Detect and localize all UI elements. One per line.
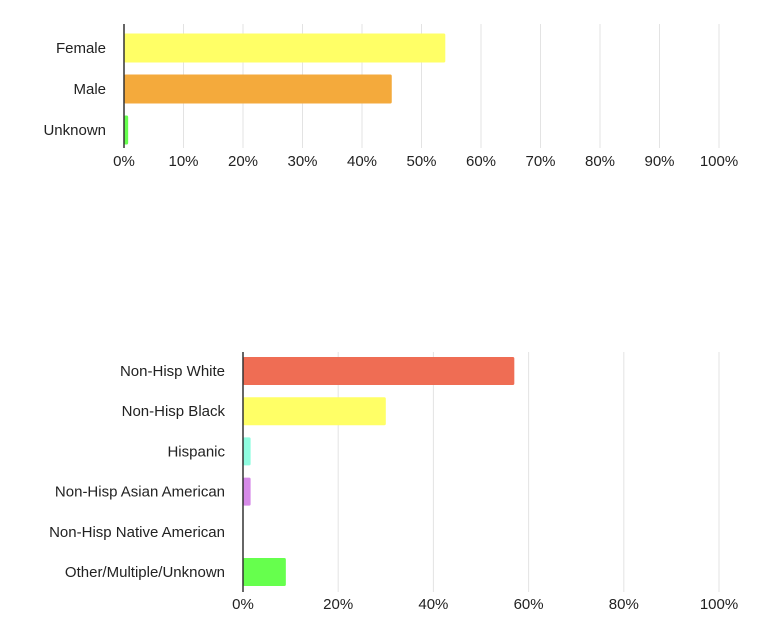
x-tick-label: 80% [609, 596, 639, 613]
x-tick-label: 0% [113, 153, 135, 170]
x-tick-label: 40% [347, 153, 377, 170]
category-label: Non-Hisp Native American [49, 524, 225, 541]
category-label: Non-Hisp White [120, 363, 225, 380]
bar [124, 74, 392, 104]
chart-2: Non-Hisp White Non-Hisp Black Hispanic Non-… [49, 352, 738, 613]
x-tick-label: 10% [168, 153, 198, 170]
category-label: Non-Hisp Asian American [55, 484, 225, 501]
x-tick-label: 100% [700, 153, 738, 170]
x-tick-label: 30% [287, 153, 317, 170]
x-tick-label: 20% [323, 596, 353, 613]
x-tick-label: 90% [644, 153, 674, 170]
bar [243, 558, 286, 586]
category-label: Male [73, 81, 106, 98]
category-label: Unknown [43, 122, 106, 139]
bar [243, 437, 251, 466]
x-tick-label: 70% [525, 153, 555, 170]
category-label: Other/Multiple/Unknown [65, 564, 225, 581]
bar [243, 477, 251, 506]
bar [124, 33, 446, 63]
x-tick-label: 80% [585, 153, 615, 170]
x-tick-label: 40% [418, 596, 448, 613]
x-tick-label: 60% [514, 596, 544, 613]
x-tick-label: 60% [466, 153, 496, 170]
x-tick-label: 20% [228, 153, 258, 170]
category-label: Non-Hisp Black [122, 403, 226, 420]
x-tick-label: 100% [700, 596, 738, 613]
x-tick-label: 50% [406, 153, 436, 170]
category-label: Female [56, 40, 106, 57]
chart-1: Female Male Unknown 0% 10% 20% 30% 40% 50% 60% 70%… [43, 24, 738, 170]
x-tick-label: 0% [232, 596, 254, 613]
bar [243, 397, 386, 426]
category-label: Hispanic [167, 443, 225, 460]
bar [243, 357, 515, 385]
bar [124, 115, 129, 145]
